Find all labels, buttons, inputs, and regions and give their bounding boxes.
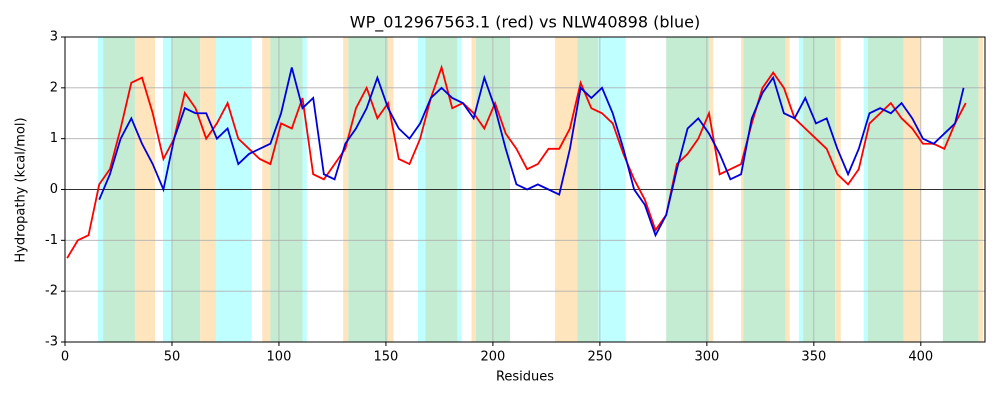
series-line — [98, 67, 965, 238]
x-axis-label: Residues — [496, 370, 554, 385]
x-tick-label: 50 — [164, 350, 181, 365]
y-tick-label: 2 — [50, 80, 58, 95]
y-axis-label: Hydropathy (kcal/mol) — [14, 117, 29, 262]
x-tick-label: 300 — [694, 350, 719, 365]
x-tick-label: 350 — [801, 350, 826, 365]
y-tick-label: -2 — [45, 284, 58, 299]
x-tick-label: 200 — [480, 350, 505, 365]
series-line — [66, 64, 967, 259]
y-tick-label: -3 — [45, 335, 58, 350]
y-tick-label: -1 — [45, 233, 58, 248]
x-tick-label: 100 — [267, 350, 292, 365]
x-tick-label: 250 — [587, 350, 612, 365]
x-tick-label: 400 — [908, 350, 933, 365]
y-tick-label: 0 — [50, 182, 58, 197]
y-tick-label: 1 — [50, 131, 58, 146]
x-tick-label: 150 — [374, 350, 399, 365]
plot-frame — [64, 36, 986, 343]
x-tick-label: 0 — [61, 350, 69, 365]
y-tick-label: 3 — [50, 30, 58, 45]
chart-title: WP_012967563.1 (red) vs NLW40898 (blue) — [350, 13, 700, 33]
